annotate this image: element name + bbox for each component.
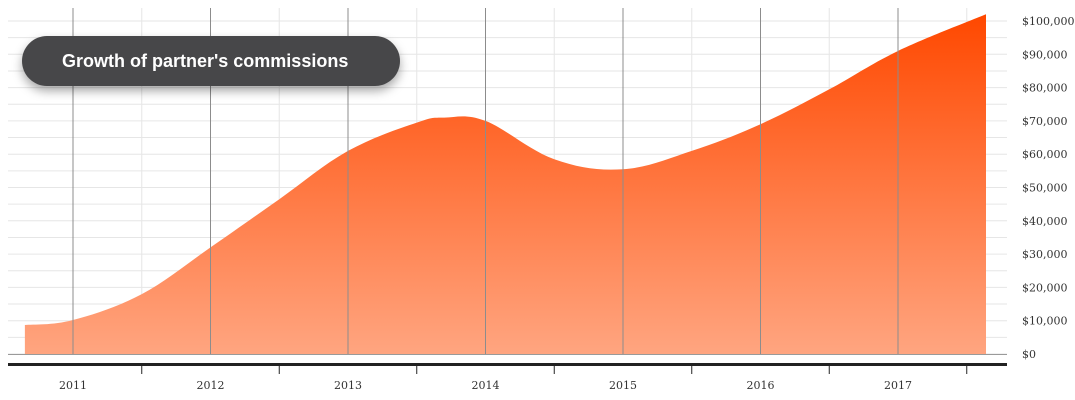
x-axis: 2011 2012 2013 2014 2015 2016 2017: [8, 354, 1007, 392]
y-tick-label: $0: [1022, 348, 1036, 361]
chart-title: Growth of partner's commissions: [22, 36, 400, 86]
x-tick-label: 2014: [472, 379, 500, 392]
x-axis-line: [8, 363, 1007, 366]
y-tick-label: $100,000: [1022, 15, 1075, 28]
y-tick-label: $20,000: [1022, 281, 1068, 294]
x-tick-label: 2016: [747, 379, 775, 392]
y-tick-label: $80,000: [1022, 82, 1068, 95]
y-tick-label: $60,000: [1022, 148, 1068, 161]
y-tick-label: $90,000: [1022, 48, 1068, 61]
y-tick-label: $40,000: [1022, 215, 1068, 228]
y-tick-label: $10,000: [1022, 315, 1068, 328]
x-tick-label: 2015: [609, 379, 637, 392]
x-tick-label: 2012: [197, 379, 225, 392]
y-axis: $0 $10,000 $20,000 $30,000 $40,000 $50,000 $60…: [1022, 15, 1075, 361]
y-tick-label: $70,000: [1022, 115, 1068, 128]
y-tick-label: $50,000: [1022, 182, 1068, 195]
area-series: [24, 14, 986, 355]
x-tick-label: 2017: [884, 379, 912, 392]
x-tick-label: 2011: [59, 379, 87, 392]
y-tick-label: $30,000: [1022, 248, 1068, 261]
x-tick-label: 2013: [334, 379, 362, 392]
